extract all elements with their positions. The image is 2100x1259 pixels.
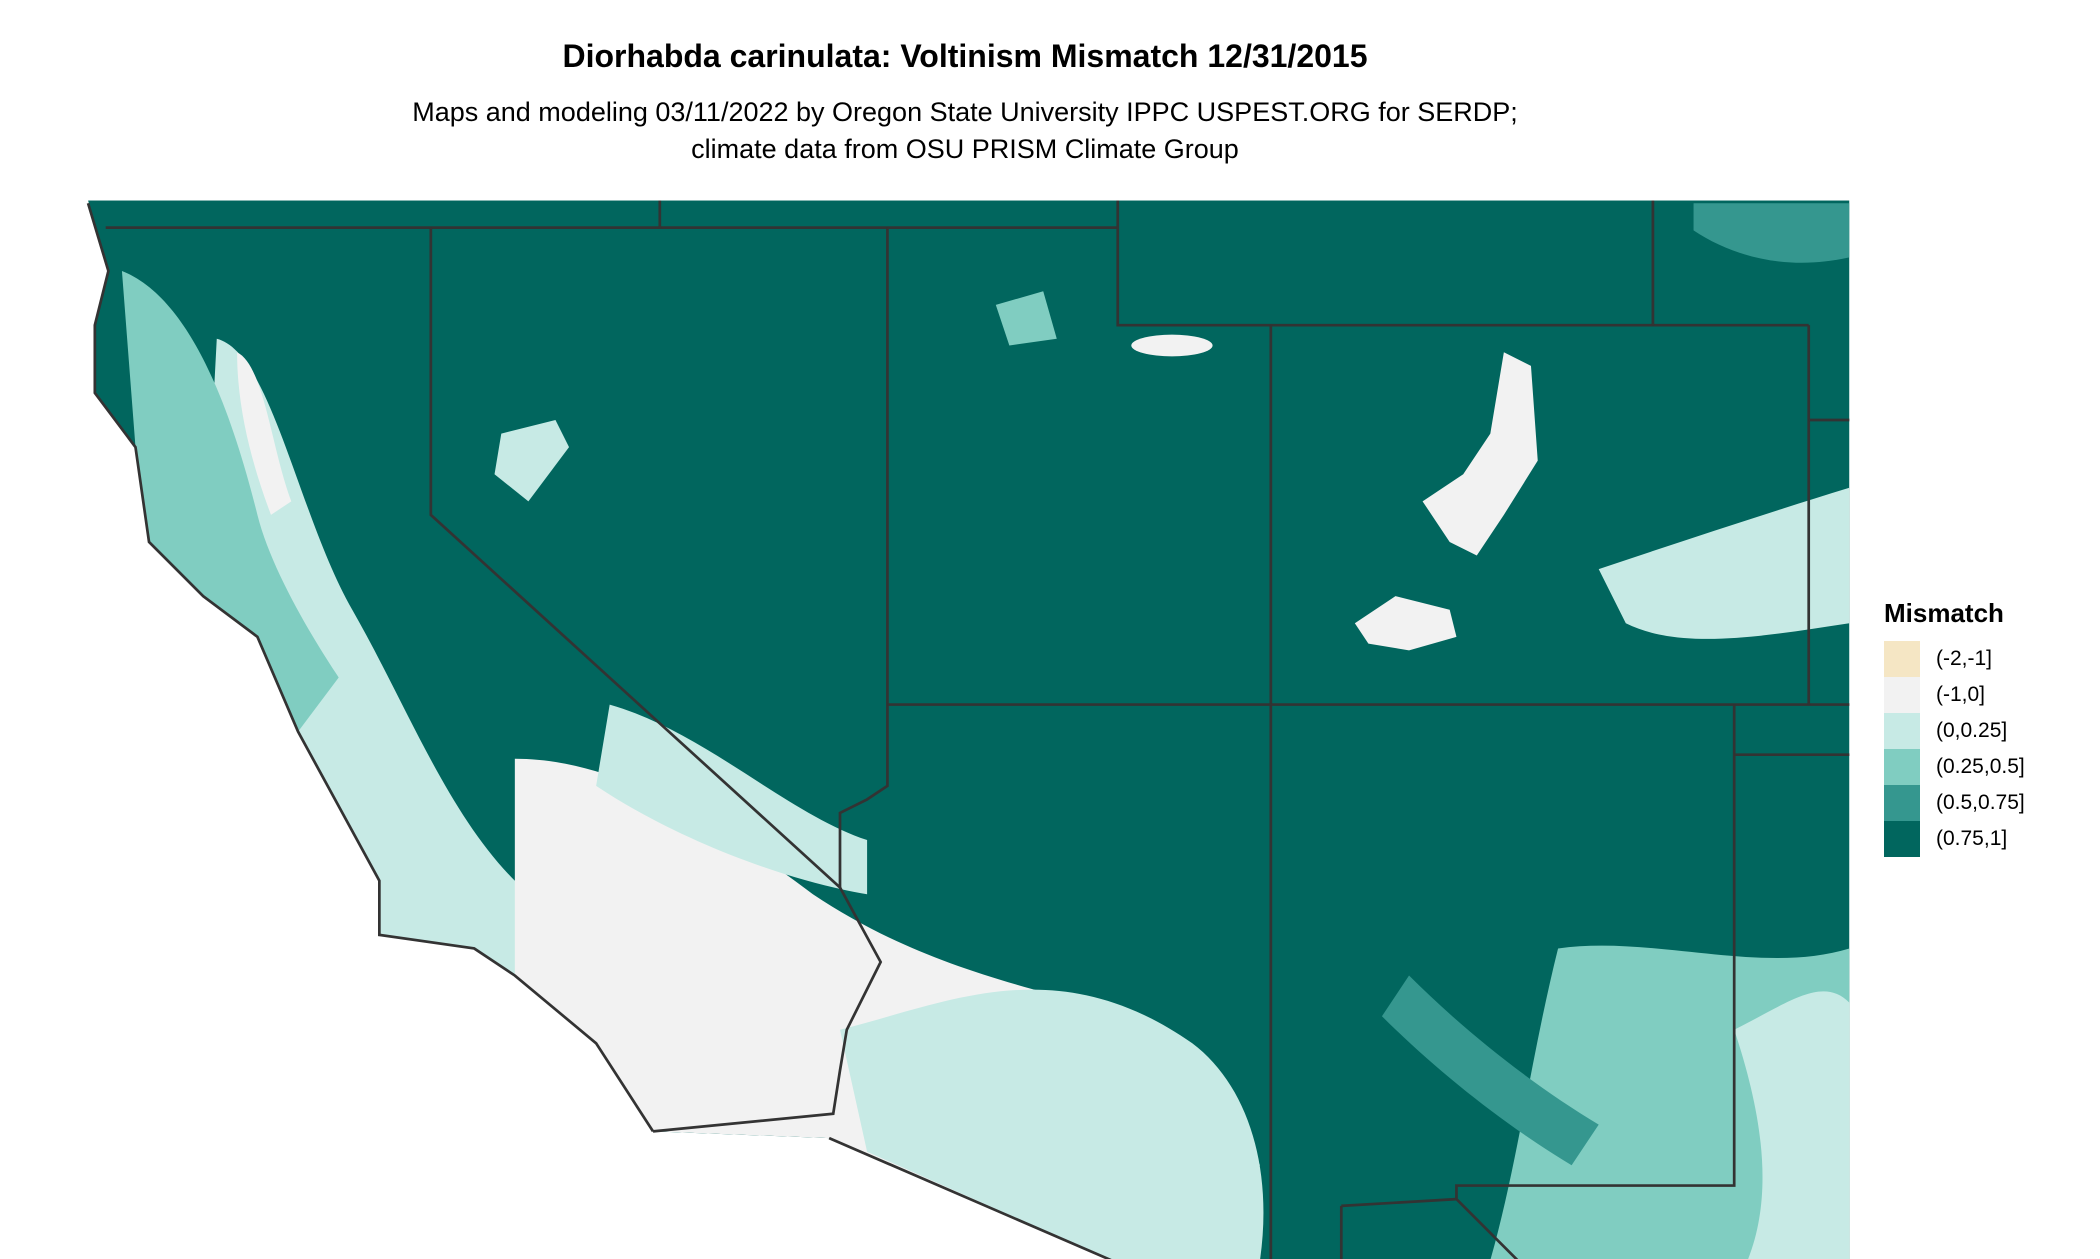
map-title: Diorhabda carinulata: Voltinism Mismatch…: [562, 38, 1368, 74]
region-wyoming-ne: [1693, 203, 1850, 263]
border-az-mexico: [828, 1136, 1112, 1259]
border-nm-tx: [1455, 704, 1736, 1259]
legend-item: (0.75,1]: [1884, 821, 2025, 857]
coastline-california: [86, 202, 655, 1133]
legend-swatch: [1884, 785, 1920, 821]
legend-item: (0.5,0.75]: [1884, 785, 2025, 821]
legend-swatch: [1884, 641, 1920, 677]
region-sierra-light: [237, 352, 292, 515]
region-nm-east: [1598, 487, 1850, 639]
legend-swatch: [1884, 677, 1920, 713]
region-mojave: [596, 704, 868, 895]
legend-item: (-1,0]: [1884, 677, 2025, 713]
legend-swatch: [1884, 749, 1920, 785]
border-nm-south: [1341, 1197, 1457, 1208]
border-nv-ut: [838, 227, 889, 888]
legend-item: (-2,-1]: [1884, 641, 2025, 677]
region-utah-patch: [995, 291, 1057, 346]
legend-label: (0,0.25]: [1936, 719, 2008, 742]
region-arizona-south: [839, 989, 1264, 1259]
region-coastal-mid: [121, 270, 339, 732]
map-subtitle: Maps and modeling 03/11/2022 by Oregon S…: [412, 97, 1518, 164]
legend-label: (0.25,0.5]: [1936, 755, 2025, 778]
state-borders: [86, 200, 1850, 1259]
legend-swatch: [1884, 713, 1920, 749]
legend-swatch: [1884, 821, 1920, 857]
region-wyoming-patch: [1131, 334, 1213, 357]
legend-label: (0.75,1]: [1936, 827, 2008, 850]
border-id-wy: [1116, 200, 1809, 327]
legend-item: (0,0.25]: [1884, 713, 2025, 749]
legend-item: (0.25,0.5]: [1884, 749, 2025, 785]
legend-label: (0.5,0.75]: [1936, 791, 2025, 814]
legend-title: Mismatch: [1884, 598, 2004, 628]
legend: Mismatch (-2,-1] (-1,0] (0,0.25] (0.25,0…: [1884, 598, 2025, 857]
region-colorado-sw: [1354, 596, 1457, 651]
region-colorado-mountains: [1422, 352, 1538, 556]
region-nevada-patch: [494, 420, 570, 502]
region-nm-band: [1381, 975, 1599, 1166]
region-texas-light: [1734, 991, 1850, 1259]
legend-label: (-2,-1]: [1936, 647, 1993, 670]
border-ca-nv: [429, 227, 883, 1133]
legend-label: (-1,0]: [1936, 683, 1986, 706]
